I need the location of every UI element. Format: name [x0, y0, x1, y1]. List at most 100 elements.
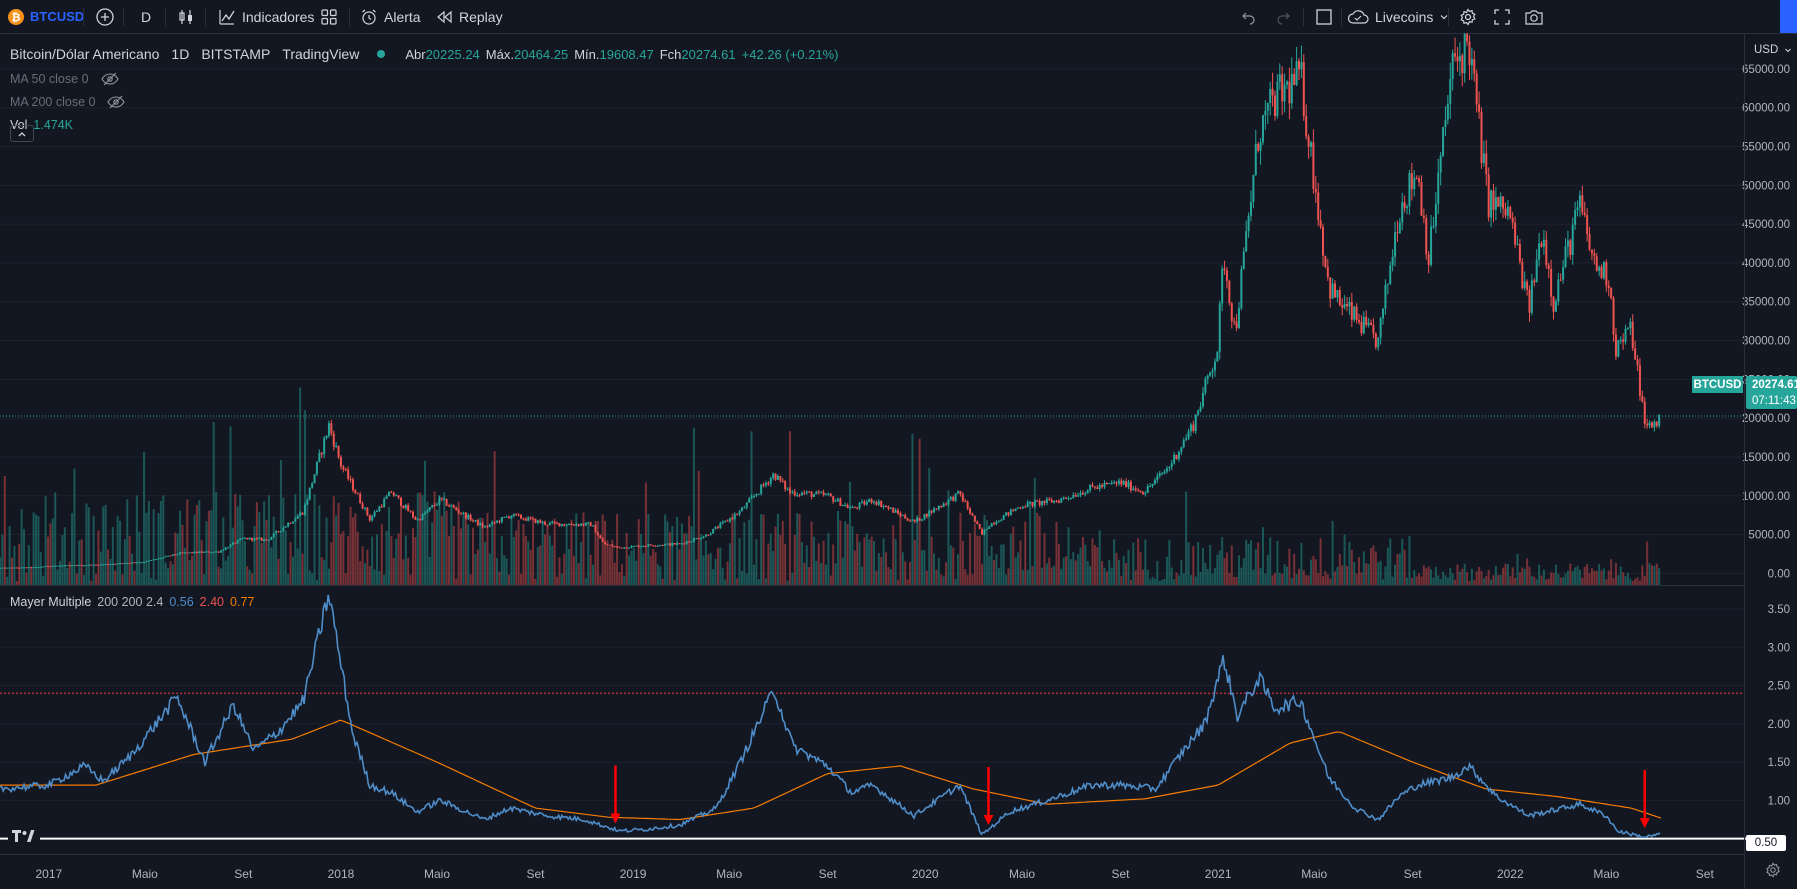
gear-icon: [1459, 7, 1477, 26]
volume-bar: [1297, 568, 1300, 585]
volume-bar: [918, 438, 921, 585]
volume-bar: [1588, 573, 1591, 585]
candle-body: [964, 500, 967, 502]
candle-body: [1305, 116, 1308, 137]
volume-bar: [1353, 562, 1356, 585]
candle-body: [311, 483, 314, 488]
volume-bar: [212, 422, 215, 585]
candle-body: [1098, 484, 1101, 489]
indicators-button[interactable]: Indicadores: [218, 0, 314, 33]
volume-bar: [1273, 572, 1276, 585]
candle-body: [515, 513, 518, 515]
interval-button[interactable]: D: [141, 0, 151, 33]
ma50-legend[interactable]: MA 50 close 0: [10, 72, 119, 86]
publish-button[interactable]: [1780, 0, 1797, 33]
volume-bar: [1036, 512, 1039, 585]
symbol-search[interactable]: ₿ BTCUSD: [8, 0, 84, 33]
undo-button[interactable]: [1240, 0, 1258, 33]
volume-bar: [1374, 551, 1377, 585]
candle-body: [551, 521, 554, 523]
volume-bar: [647, 513, 650, 585]
candle-body: [30, 567, 33, 569]
snapshot-button[interactable]: [1524, 0, 1544, 33]
candle-body: [1473, 59, 1476, 74]
candle-body: [897, 510, 900, 514]
volume-bar: [683, 533, 686, 585]
ma200-legend[interactable]: MA 200 close 0: [10, 95, 126, 109]
volume-bar: [623, 575, 626, 585]
volume-bar: [613, 562, 616, 585]
volume-bar: [87, 507, 90, 585]
candle-body: [303, 504, 306, 515]
candle-body: [865, 501, 868, 505]
candle-body: [1120, 480, 1123, 485]
candle-body: [875, 501, 878, 505]
volume-bar: [1595, 570, 1598, 585]
volume-bar: [1343, 534, 1346, 585]
volume-bar: [1643, 575, 1646, 585]
volume-bar: [1408, 536, 1411, 585]
candle-body: [78, 564, 81, 566]
volume-bar: [140, 572, 143, 585]
volume-bar: [1252, 569, 1255, 585]
candle-body: [431, 505, 434, 508]
alert-button[interactable]: Alerta: [360, 0, 421, 33]
volume-bar: [947, 490, 950, 585]
eye-off-icon[interactable]: [107, 95, 126, 109]
volume-bar: [1329, 578, 1332, 585]
volume-bar: [1528, 566, 1531, 585]
eye-off-icon[interactable]: [100, 72, 119, 86]
time-axis-settings-button[interactable]: [1765, 862, 1781, 881]
volume-bar: [18, 543, 21, 585]
candle-body: [1648, 422, 1651, 426]
save-layout-button[interactable]: Livecoins: [1347, 0, 1449, 33]
volume-bar: [1554, 564, 1557, 585]
templates-button[interactable]: [320, 0, 338, 33]
candle-body: [829, 493, 832, 497]
add-symbol-button[interactable]: [96, 0, 114, 33]
candle-body: [668, 543, 671, 546]
candle-body: [440, 497, 443, 500]
candle-body: [625, 547, 628, 549]
volume-bar: [116, 515, 119, 585]
chart-type-button[interactable]: [177, 0, 195, 33]
collapse-legend-button[interactable]: [10, 125, 34, 142]
candle-body: [411, 511, 414, 518]
redo-button[interactable]: [1274, 0, 1292, 33]
volume-bar: [128, 536, 131, 585]
currency-selector[interactable]: USD: [1754, 44, 1792, 56]
mayer-ma-value: 0.77: [230, 595, 255, 609]
volume-bar: [1535, 579, 1538, 585]
candle-body: [1069, 497, 1072, 499]
pane-separator[interactable]: [0, 585, 1744, 586]
tradingview-logo[interactable]: [8, 825, 40, 847]
volume-bar: [111, 526, 114, 585]
candle-body: [894, 510, 897, 513]
candle-body: [947, 499, 950, 505]
candle-body: [227, 547, 230, 549]
volume-bar: [1386, 547, 1389, 585]
settings-button[interactable]: [1459, 0, 1477, 33]
fullscreen-button[interactable]: [1493, 0, 1511, 33]
candle-body: [284, 526, 287, 528]
candle-body: [479, 523, 482, 526]
volume-bar: [1201, 548, 1204, 585]
volume-bar: [1086, 561, 1089, 585]
candle-body: [1643, 401, 1646, 424]
volume-bar: [1096, 547, 1099, 585]
volume-bar: [1574, 567, 1577, 585]
candle-body: [402, 505, 405, 508]
candle-body: [162, 557, 165, 559]
layout-select-button[interactable]: [1315, 0, 1333, 33]
candle-body: [1554, 301, 1557, 312]
volume-bar: [1590, 568, 1593, 585]
chart-canvas[interactable]: 65000.0060000.0055000.0050000.0045000.00…: [0, 33, 1797, 889]
volume-bar: [575, 513, 578, 585]
volume-bar: [1045, 563, 1048, 585]
candle-body: [366, 507, 369, 516]
volume-bar: [1518, 572, 1521, 585]
candle-body: [1177, 451, 1180, 460]
chevron-up-icon: [17, 130, 27, 138]
replay-button[interactable]: Replay: [435, 0, 503, 33]
candle-body: [332, 433, 335, 447]
